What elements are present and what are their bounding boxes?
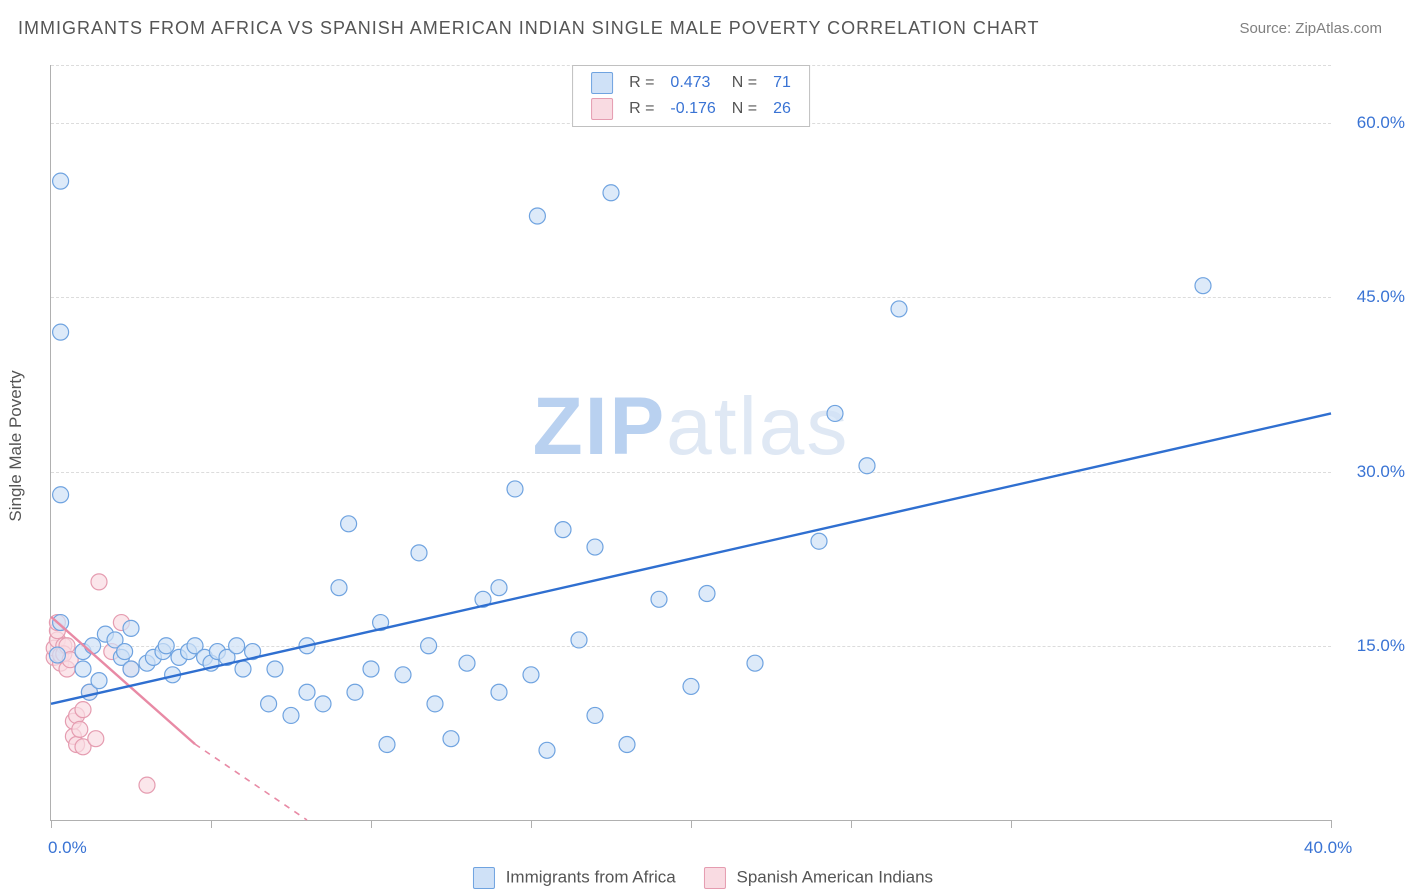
- chart-canvas: [51, 65, 1331, 820]
- y-tick-label: 60.0%: [1341, 113, 1405, 133]
- legend-swatch-2: [704, 867, 726, 889]
- legend-n-label: N =: [724, 96, 765, 122]
- legend-n-value-1: 71: [765, 70, 799, 96]
- legend-r-value-2: -0.176: [662, 96, 723, 122]
- source-attribution: Source: ZipAtlas.com: [1239, 20, 1382, 37]
- legend-item-2: Spanish American Indians: [704, 867, 933, 889]
- legend-r-value-1: 0.473: [662, 70, 723, 96]
- correlation-legend: R = 0.473 N = 71 R = -0.176 N = 26: [572, 65, 810, 127]
- x-tick-label: 0.0%: [48, 838, 87, 858]
- plot-area: ZIPatlas 15.0%30.0%45.0%60.0% R = 0.473 …: [50, 65, 1331, 821]
- legend-item-1: Immigrants from Africa: [473, 867, 676, 889]
- legend-n-label: N =: [724, 70, 765, 96]
- legend-swatch-1: [591, 72, 613, 94]
- legend-row-series2: R = -0.176 N = 26: [583, 96, 799, 122]
- y-axis-label: Single Male Poverty: [6, 370, 26, 521]
- legend-swatch-1: [473, 867, 495, 889]
- series-legend: Immigrants from Africa Spanish American …: [473, 867, 933, 889]
- chart-title: IMMIGRANTS FROM AFRICA VS SPANISH AMERIC…: [18, 18, 1040, 39]
- legend-n-value-2: 26: [765, 96, 799, 122]
- legend-r-label: R =: [621, 96, 662, 122]
- legend-row-series1: R = 0.473 N = 71: [583, 70, 799, 96]
- y-tick-label: 45.0%: [1341, 287, 1405, 307]
- y-tick-label: 15.0%: [1341, 636, 1405, 656]
- y-tick-label: 30.0%: [1341, 462, 1405, 482]
- legend-label-1: Immigrants from Africa: [506, 867, 676, 886]
- legend-r-label: R =: [621, 70, 662, 96]
- legend-swatch-2: [591, 98, 613, 120]
- legend-label-2: Spanish American Indians: [736, 867, 933, 886]
- x-tick-label: 40.0%: [1304, 838, 1352, 858]
